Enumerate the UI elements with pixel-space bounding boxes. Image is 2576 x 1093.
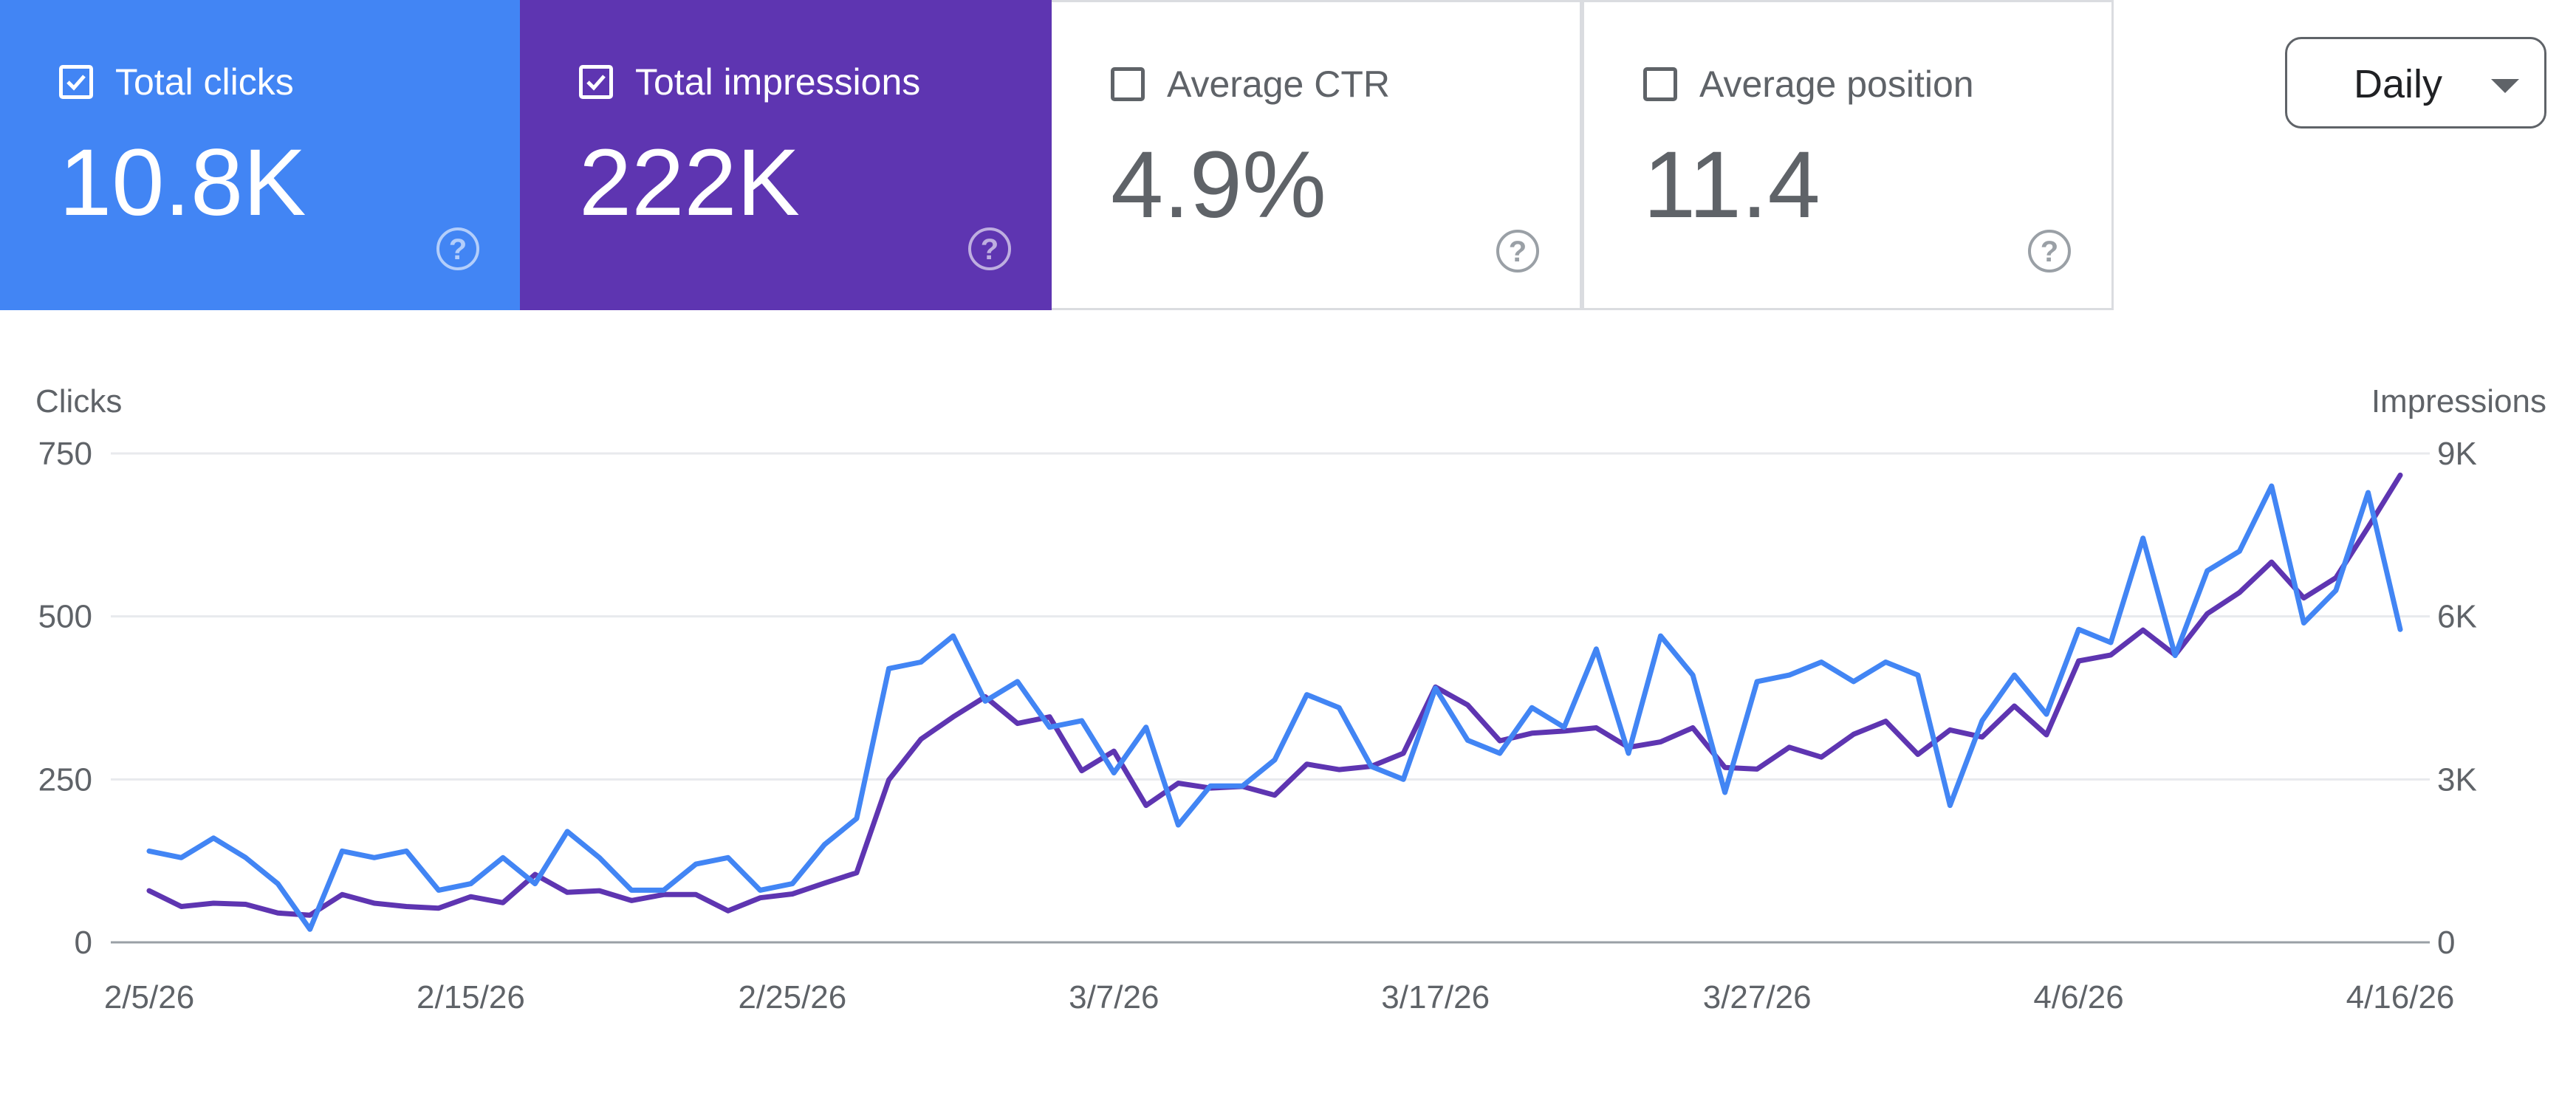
left-tick-label: 750 <box>38 436 92 472</box>
right-tick-label: 0 <box>2437 925 2455 961</box>
right-tick-label: 3K <box>2437 761 2477 798</box>
left-tick-label: 500 <box>38 599 92 635</box>
metric-label: Average CTR <box>1167 64 1390 105</box>
performance-chart: 0 0 250 3K 500 6K 750 9K Clicks Impressions 2/5/26… <box>35 383 2546 1015</box>
series-line-total-impressions <box>146 472 2403 918</box>
left-tick-label: 0 <box>75 925 92 961</box>
checkbox-checked-icon[interactable] <box>59 65 93 99</box>
metric-label: Average position <box>1699 64 1974 105</box>
metric-card-total-impressions[interactable]: Total impressions 222K ? <box>520 0 1052 310</box>
left-axis-title: Clicks <box>35 383 122 419</box>
checkbox-unchecked-icon[interactable] <box>1643 67 1677 101</box>
metric-value: 10.8K <box>59 130 306 236</box>
metric-card-average-position[interactable]: Average position 11.4 ? <box>1582 0 2114 310</box>
metric-value: 11.4 <box>1643 132 1820 238</box>
checkbox-checked-icon[interactable] <box>579 65 613 99</box>
x-tick-label: 2/25/26 <box>738 979 846 1015</box>
help-icon[interactable]: ? <box>2028 230 2071 273</box>
left-tick-label: 250 <box>38 761 92 798</box>
x-tick-label: 3/17/26 <box>1381 979 1490 1015</box>
metric-label: Total impressions <box>635 61 921 103</box>
right-axis-title: Impressions <box>2371 383 2546 419</box>
metric-value: 4.9% <box>1111 132 1326 238</box>
x-tick-label: 3/7/26 <box>1069 979 1159 1015</box>
granularity-dropdown[interactable]: Daily <box>2285 37 2546 129</box>
metric-card-average-ctr[interactable]: Average CTR 4.9% ? <box>1052 0 1582 310</box>
metric-card-total-clicks[interactable]: Total clicks 10.8K ? <box>0 0 520 310</box>
right-tick-label: 9K <box>2437 436 2477 472</box>
x-tick-label: 4/6/26 <box>2033 979 2123 1015</box>
help-icon[interactable]: ? <box>1496 230 1539 273</box>
help-icon[interactable]: ? <box>968 227 1011 270</box>
caret-down-icon <box>2491 79 2519 93</box>
metric-label: Total clicks <box>115 61 294 103</box>
x-tick-label: 3/27/26 <box>1703 979 1812 1015</box>
series-line-total-clicks <box>146 483 2403 932</box>
x-tick-label: 4/16/26 <box>2346 979 2455 1015</box>
help-icon[interactable]: ? <box>436 227 479 270</box>
x-tick-label: 2/15/26 <box>417 979 525 1015</box>
right-tick-label: 6K <box>2437 599 2477 635</box>
metric-value: 222K <box>579 130 800 236</box>
granularity-selected: Daily <box>2354 62 2443 106</box>
checkbox-unchecked-icon[interactable] <box>1111 67 1145 101</box>
x-tick-label: 2/5/26 <box>104 979 194 1015</box>
